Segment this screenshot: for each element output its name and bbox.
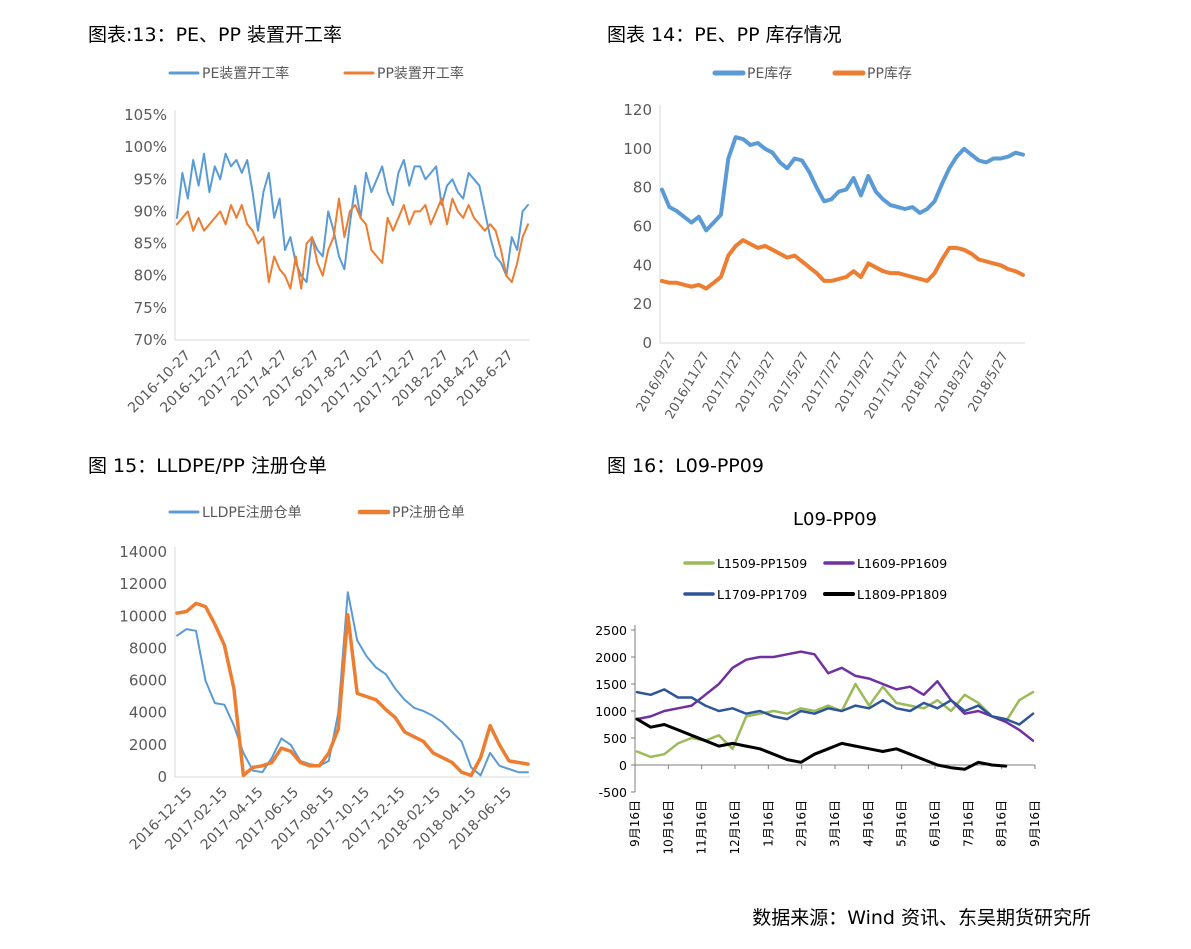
legend-label: L1809-PP1809 [857,587,947,602]
y-tick-label: 8000 [129,639,167,657]
series-line-2 [176,197,529,290]
legend-label: PP注册仓单 [392,505,465,521]
y-tick-label: 100% [124,138,167,156]
x-tick-label: 1月16日 [761,800,775,847]
y-tick-label: 6000 [129,672,167,690]
legend-item: PP库存 [832,66,912,82]
series-line-1 [176,591,529,777]
legend-label: L1509-PP1509 [717,556,807,571]
y-tick-label: 100 [623,140,652,158]
data-source-note: 数据来源：Wind 资讯、东吴期货研究所 [752,907,1091,929]
y-tick-label: 20 [633,295,652,313]
legend-item: L1809-PP1809 [823,587,947,602]
legend-label: LLDPE注册仓单 [202,505,302,521]
legend-label: PE装置开工率 [202,65,289,82]
x-tick-label: 6月16日 [928,800,942,847]
y-tick-label: 70% [134,331,167,349]
y-tick-label: 0 [157,768,167,786]
y-tick-label: 80 [633,179,652,197]
x-tick-label: 12月16日 [728,800,742,855]
chart-title: L09-PP09 [793,509,877,530]
series-line-4 [635,717,1008,771]
series-line-2 [660,238,1025,291]
y-tick-label: 10000 [119,607,167,625]
y-tick-label: 60 [633,218,652,236]
series-line-3 [635,688,1035,726]
fig16-title: 图 16：L09-PP09 [607,455,764,477]
x-tick-label: 10月16日 [661,800,675,855]
series-line-1 [660,135,1025,233]
y-tick-label: 2000 [129,736,167,754]
y-tick-label: 95% [134,170,167,188]
legend-item: PE库存 [712,66,792,82]
x-tick-label: 5月16日 [895,800,909,847]
y-tick-label: -500 [599,785,627,800]
chart-pe-pp-operating-rate: PE装置开工率 PP装置开工率 70% 75% 80% 85% 90% 95% 100% 105%… [124,65,530,416]
fig15-title: 图 15：LLDPE/PP 注册仓单 [88,455,327,477]
legend-item: PP注册仓单 [357,505,465,521]
x-tick-label: 2月16日 [795,800,809,847]
x-tick-label: 3月16日 [828,800,842,847]
series-line-1 [176,152,529,284]
legend-label: PE库存 [747,66,792,82]
legend-item: L1609-PP1609 [823,556,947,571]
y-tick-label: 40 [633,256,652,274]
y-tick-label: 0 [642,334,652,352]
x-tick-label: 9月16日 [1028,800,1042,847]
y-tick-label: 90% [134,202,167,220]
series-line-2 [635,650,1035,742]
y-tick-label: 0 [619,758,627,773]
legend-label: PP库存 [867,66,912,82]
series-line-2 [175,601,530,778]
legend-item: PE装置开工率 [168,65,289,82]
y-tick-label: 4000 [129,704,167,722]
y-tick-label: 2500 [595,623,627,638]
y-tick-label: 120 [623,101,652,119]
y-tick-label: 80% [134,267,167,285]
chart-l09-pp09-spread: L09-PP09 L1509-PP1509 L1609-PP1609 L1709-PP… [595,509,1042,855]
x-tick-label: 8月16日 [995,800,1009,847]
y-tick-label: 2000 [595,650,627,665]
y-tick-label: 500 [603,731,627,746]
y-tick-label: 1000 [595,704,627,719]
legend-label: L1609-PP1609 [857,556,947,571]
y-tick-label: 14000 [119,543,167,561]
y-tick-label: 75% [134,299,167,317]
x-tick-label: 9月16日 [628,800,642,847]
y-tick-label: 85% [134,235,167,253]
legend-item: L1709-PP1709 [683,587,807,602]
y-tick-label: 1500 [595,677,627,692]
chart-pe-pp-inventory: PE库存 PP库存0204060801001202016/9/272016/11/… [623,66,1025,422]
x-tick-label: 7月16日 [961,800,975,847]
legend-item: L1509-PP1509 [683,556,807,571]
x-tick-label: 4月16日 [861,800,875,847]
legend-label: PP装置开工率 [377,65,464,82]
fig14-title: 图表 14：PE、PP 库存情况 [607,24,842,46]
chart-registered-warehouse-receipts: LLDPE注册仓单 PP注册仓单 0 2000 4000 6000 8000 10000 120… [119,505,530,853]
legend-item: PP装置开工率 [343,65,464,82]
fig13-title: 图表:13：PE、PP 装置开工率 [88,24,342,46]
legend-label: L1709-PP1709 [717,587,807,602]
legend-item: LLDPE注册仓单 [168,505,302,521]
y-tick-label: 105% [124,106,167,124]
x-tick-label: 11月16日 [695,800,709,855]
y-tick-label: 12000 [119,575,167,593]
